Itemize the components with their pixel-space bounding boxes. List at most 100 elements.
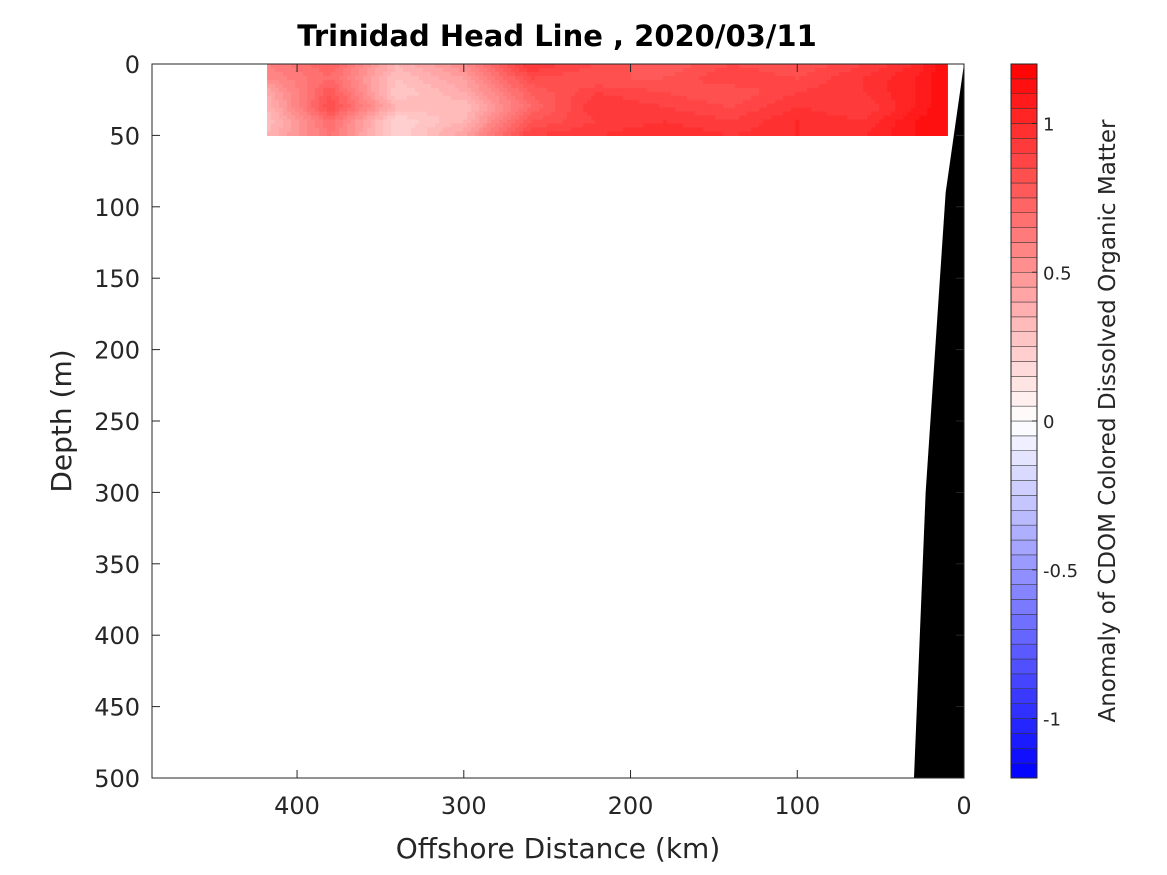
anomaly-cell	[463, 64, 468, 69]
anomaly-cell	[911, 103, 916, 109]
anomaly-cell	[283, 87, 288, 93]
anomaly-cell	[611, 79, 616, 85]
anomaly-cell	[647, 67, 652, 73]
anomaly-cell	[411, 67, 416, 73]
anomaly-cell	[815, 99, 820, 105]
anomaly-cell	[807, 115, 812, 121]
anomaly-cell	[407, 91, 412, 97]
anomaly-cell	[391, 87, 396, 93]
anomaly-cell	[571, 75, 576, 81]
anomaly-cell	[599, 87, 604, 93]
anomaly-cell	[399, 115, 404, 121]
anomaly-cell	[935, 67, 940, 73]
anomaly-cell	[431, 79, 436, 85]
anomaly-cell	[283, 95, 288, 101]
anomaly-cell	[711, 123, 716, 129]
anomaly-cell	[911, 99, 916, 105]
anomaly-cell	[851, 87, 856, 93]
anomaly-cell	[723, 95, 728, 101]
anomaly-cell	[531, 71, 536, 77]
anomaly-cell	[575, 75, 580, 81]
anomaly-cell	[803, 115, 808, 121]
anomaly-cell	[659, 71, 664, 77]
anomaly-cell	[367, 131, 372, 136]
anomaly-cell	[855, 99, 860, 105]
anomaly-cell	[815, 75, 820, 81]
anomaly-cell	[715, 115, 720, 121]
anomaly-cell	[463, 67, 468, 73]
anomaly-cell	[807, 67, 812, 73]
anomaly-cell	[719, 71, 724, 77]
anomaly-cell	[627, 131, 632, 136]
anomaly-cell	[279, 115, 284, 121]
anomaly-cell	[303, 91, 308, 97]
anomaly-cell	[891, 67, 896, 73]
anomaly-cell	[495, 83, 500, 89]
anomaly-cell	[727, 111, 732, 117]
anomaly-cell	[395, 87, 400, 93]
anomaly-cell	[839, 71, 844, 77]
colorbar-level	[1010, 569, 1038, 585]
anomaly-cell	[439, 111, 444, 117]
anomaly-cell	[395, 75, 400, 81]
anomaly-cell	[355, 79, 360, 85]
anomaly-cell	[723, 115, 728, 121]
anomaly-cell	[727, 123, 732, 129]
anomaly-cell	[475, 119, 480, 125]
anomaly-cell	[379, 99, 384, 105]
anomaly-cell	[563, 95, 568, 101]
anomaly-cell	[527, 64, 532, 69]
anomaly-cell	[371, 67, 376, 73]
anomaly-cell	[591, 131, 596, 136]
anomaly-cell	[583, 64, 588, 69]
anomaly-cell	[623, 107, 628, 113]
anomaly-cell	[427, 107, 432, 113]
anomaly-cell	[815, 71, 820, 77]
anomaly-cell	[583, 87, 588, 93]
anomaly-cell	[303, 64, 308, 69]
anomaly-cell	[839, 115, 844, 121]
anomaly-cell	[831, 79, 836, 85]
anomaly-cell	[843, 64, 848, 69]
anomaly-cell	[587, 99, 592, 105]
anomaly-cell	[799, 71, 804, 77]
anomaly-cell	[379, 87, 384, 93]
anomaly-cell	[287, 115, 292, 121]
anomaly-cell	[375, 131, 380, 136]
anomaly-cell	[287, 79, 292, 85]
anomaly-cell	[771, 91, 776, 97]
anomaly-cell	[851, 79, 856, 85]
anomaly-cell	[407, 79, 412, 85]
anomaly-cell	[723, 87, 728, 93]
anomaly-cell	[887, 99, 892, 105]
anomaly-cell	[615, 111, 620, 117]
anomaly-cell	[303, 119, 308, 125]
anomaly-cell	[511, 64, 516, 69]
anomaly-cell	[411, 107, 416, 113]
anomaly-cell	[691, 87, 696, 93]
anomaly-cell	[911, 127, 916, 133]
anomaly-cell	[655, 103, 660, 109]
anomaly-cell	[339, 107, 344, 113]
anomaly-cell	[627, 67, 632, 73]
anomaly-cell	[419, 95, 424, 101]
anomaly-cell	[511, 67, 516, 73]
anomaly-cell	[783, 79, 788, 85]
anomaly-cell	[359, 71, 364, 77]
anomaly-cell	[623, 79, 628, 85]
anomaly-cell	[343, 131, 348, 136]
anomaly-cell	[371, 127, 376, 133]
anomaly-cell	[467, 87, 472, 93]
anomaly-cell	[575, 67, 580, 73]
anomaly-cell	[479, 64, 484, 69]
anomaly-cell	[887, 83, 892, 89]
anomaly-cell	[559, 119, 564, 125]
anomaly-cell	[619, 67, 624, 73]
colorbar-level	[1010, 524, 1038, 541]
anomaly-cell	[583, 95, 588, 101]
anomaly-cell	[711, 75, 716, 81]
anomaly-cell	[891, 91, 896, 97]
anomaly-cell	[495, 111, 500, 117]
anomaly-cell	[367, 64, 372, 69]
anomaly-cell	[855, 71, 860, 77]
